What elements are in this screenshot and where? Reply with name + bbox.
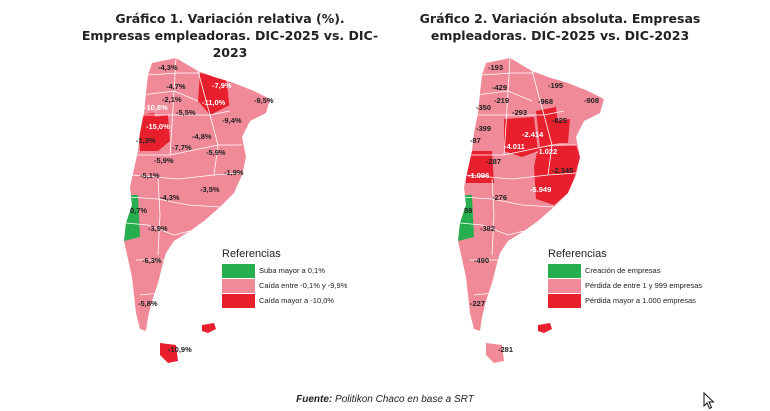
region-label: -5,5% xyxy=(176,108,196,117)
region-label: -3,5% xyxy=(200,185,220,194)
region-label: -195 xyxy=(548,81,563,90)
legend-label: Caída entre -0,1% y -9,9% xyxy=(259,281,348,290)
region-label: -10,8% xyxy=(144,103,168,112)
region-label: -5,9% xyxy=(154,156,174,165)
region-label: -429 xyxy=(492,83,507,92)
region-label: -281 xyxy=(498,345,513,354)
region-label: -4,7% xyxy=(166,82,186,91)
region-label: -490 xyxy=(474,256,489,265)
region-label: -4,3% xyxy=(158,63,178,72)
region-label: -193 xyxy=(488,63,503,72)
region-label: -968 xyxy=(538,97,553,106)
region-label: -15,0% xyxy=(146,122,170,131)
legend-item: Creación de empresas xyxy=(548,263,702,278)
region-nw-central xyxy=(138,115,170,151)
region-label: -276 xyxy=(492,193,507,202)
province-borders xyxy=(125,57,243,296)
legend-item: Suba mayor a 0,1% xyxy=(222,263,347,278)
mouse-pointer-icon xyxy=(703,392,715,410)
province-borders xyxy=(459,57,577,296)
legend-item: Caída entre -0,1% y -9,9% xyxy=(222,278,347,293)
region-label: -7,7% xyxy=(172,143,192,152)
legend-swatch xyxy=(222,293,255,308)
region-label: -11,0% xyxy=(202,98,226,107)
tierra-del-fuego xyxy=(160,343,178,363)
region-label: -87 xyxy=(470,136,481,145)
region-label: -4.011 xyxy=(504,142,525,151)
legend-title: Referencias xyxy=(548,248,607,260)
region-label: -6,3% xyxy=(142,256,162,265)
region-label: -5.949 xyxy=(530,185,551,194)
source-footnote: Fuente: Politikon Chaco en base a SRT xyxy=(0,394,770,405)
region-patagonia-west xyxy=(458,195,474,241)
legend-item: Caída mayor a -10,0% xyxy=(222,293,347,308)
legend-label: Pérdida de entre 1 y 999 empresas xyxy=(585,281,703,290)
region-north-east xyxy=(228,95,268,115)
legend-title: Referencias xyxy=(222,248,281,260)
region-label: -3,9% xyxy=(148,224,168,233)
argentina-map-relative: -4,3% -7,9% -4,7% -2,1% -11,0% -9,5% -10… xyxy=(124,57,274,363)
source-text: Politikon Chaco en base a SRT xyxy=(332,394,474,405)
chart-1-title: Gráfico 1. Variación relativa (%). Empre… xyxy=(81,11,379,60)
region-label: -10,9% xyxy=(168,345,192,354)
region-label: -9,5% xyxy=(254,96,274,105)
legend-label: Caída mayor a -10,0% xyxy=(259,296,335,305)
region-label: -2.414 xyxy=(522,130,544,139)
legend-absolute: Referencias Creación de empresas Pérdida… xyxy=(548,248,702,308)
region-label: -382 xyxy=(480,224,495,233)
malvinas-islands xyxy=(202,323,216,333)
legend-swatch xyxy=(548,293,581,308)
legend-label: Pérdida mayor a 1.000 empresas xyxy=(585,296,696,305)
region-label: -287 xyxy=(486,157,501,166)
region-label: -350 xyxy=(476,103,491,112)
legend-swatch xyxy=(222,278,255,293)
legend-swatch xyxy=(548,278,581,293)
source-label: Fuente: xyxy=(296,394,333,405)
region-label: -9,4% xyxy=(222,116,242,125)
legend-item: Pérdida mayor a 1.000 empresas xyxy=(548,293,702,308)
region-label: -219 xyxy=(494,96,509,105)
legend-swatch xyxy=(548,263,581,278)
legend-relative: Referencias Suba mayor a 0,1% Caída entr… xyxy=(222,248,347,308)
legend-label: Suba mayor a 0,1% xyxy=(259,266,325,275)
region-mendoza xyxy=(466,151,494,183)
legend-label: Creación de empresas xyxy=(585,266,661,275)
region-label: -293 xyxy=(512,108,527,117)
region-label: -908 xyxy=(584,96,599,105)
tierra-del-fuego xyxy=(486,343,504,363)
region-label: -227 xyxy=(470,299,485,308)
region-label: -4,3% xyxy=(160,193,180,202)
legend-item: Pérdida de entre 1 y 999 empresas xyxy=(548,278,702,293)
region-label: 59 xyxy=(464,206,472,215)
region-label: -2.345 xyxy=(552,166,573,175)
region-label: -5,9% xyxy=(206,148,226,157)
region-label: -7,9% xyxy=(212,81,232,90)
region-label: -1,9% xyxy=(224,168,244,177)
malvinas-islands xyxy=(538,323,552,333)
argentina-map-absolute: -193 -195 -429 -908 -219 -968 -350 -293 … xyxy=(458,57,604,363)
chart-2-title: Gráfico 2. Variación absoluta. Empresas … xyxy=(419,11,701,43)
region-north-center xyxy=(198,73,230,115)
region-buenos-aires xyxy=(534,145,580,205)
region-label: -1.096 xyxy=(468,171,489,180)
region-label: 0,7% xyxy=(130,206,147,215)
region-label: -399 xyxy=(476,124,491,133)
region-label: -1.022 xyxy=(536,147,557,156)
region-cordoba xyxy=(504,117,538,157)
region-label: -4,8% xyxy=(192,132,212,141)
region-label: -2,1% xyxy=(162,95,182,104)
region-label: -825 xyxy=(552,116,567,125)
region-label: -1,3% xyxy=(136,136,156,145)
region-label: -5,8% xyxy=(138,299,158,308)
region-label: -5,1% xyxy=(140,171,160,180)
region-patagonia-west xyxy=(124,195,140,241)
region-entre-rios xyxy=(552,119,570,143)
legend-swatch xyxy=(222,263,255,278)
